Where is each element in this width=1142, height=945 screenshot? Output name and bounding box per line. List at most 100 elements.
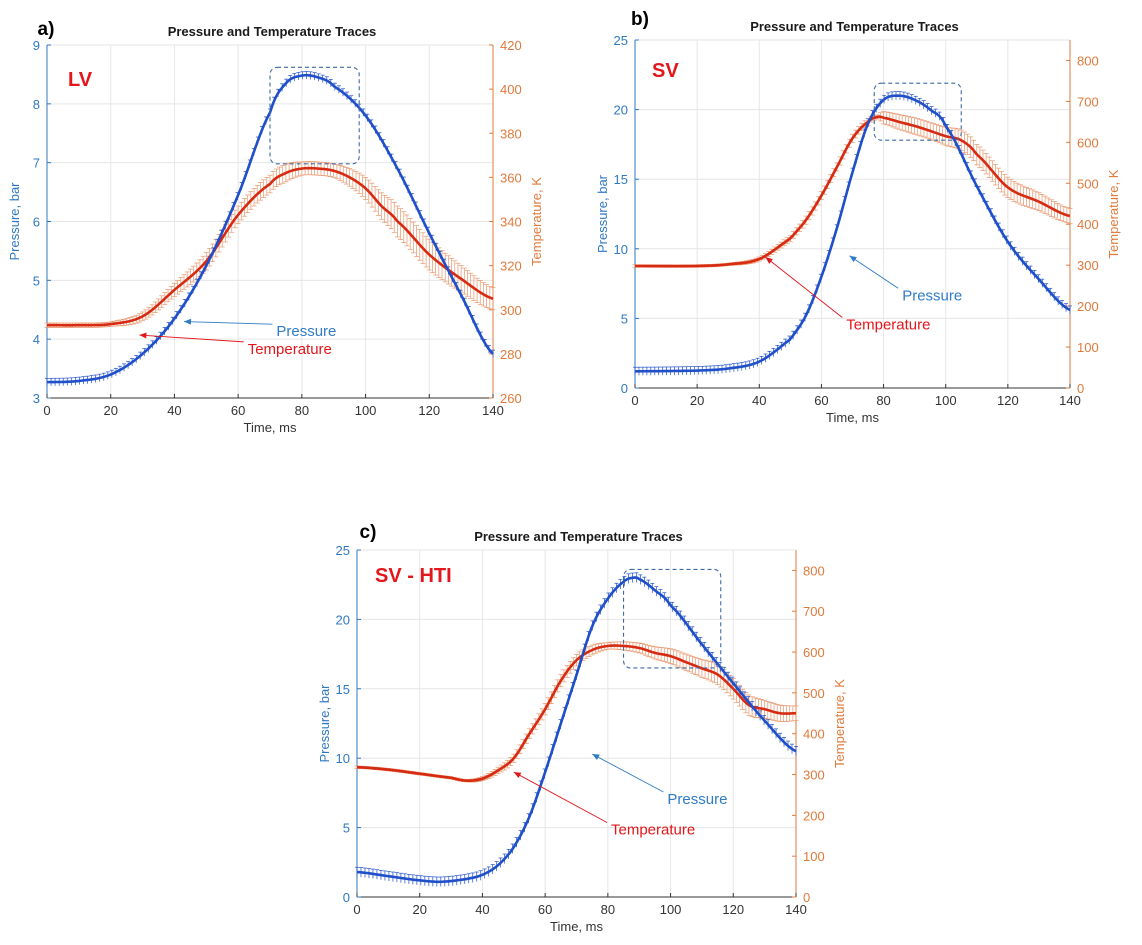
y-right-tick-label: 320	[500, 259, 522, 274]
pressure-annotation-arrowhead	[849, 255, 857, 263]
y-axis-right-label: Temperature, K	[529, 177, 544, 266]
pressure-annotation-label: Pressure	[902, 287, 962, 304]
x-tick-label: 0	[631, 393, 638, 408]
x-tick-label: 140	[1059, 393, 1081, 408]
temperature-annotation-arrowhead	[765, 257, 773, 264]
pressure-annotation-arrowhead	[183, 318, 192, 325]
y-right-tick-label: 380	[500, 126, 522, 141]
y-right-tick-label: 400	[500, 82, 522, 97]
y-right-tick-label: 400	[803, 727, 825, 742]
pressure-series-line	[356, 576, 797, 884]
x-tick-label: 120	[997, 393, 1019, 408]
temperature-annotation-label: Temperature	[846, 317, 930, 334]
y-right-tick-label: 600	[803, 645, 825, 660]
y-right-tick-label: 400	[1077, 217, 1099, 232]
x-tick-label: 60	[231, 403, 245, 418]
y-left-tick-label: 25	[336, 543, 350, 558]
y-right-tick-label: 800	[1077, 53, 1099, 68]
y-right-tick-label: 600	[1077, 135, 1099, 150]
y-right-tick-label: 340	[500, 215, 522, 230]
x-axis-label: Time, ms	[826, 410, 879, 425]
y-right-tick-label: 0	[803, 890, 810, 905]
y-left-tick-label: 9	[33, 38, 40, 53]
y-right-tick-label: 0	[1077, 381, 1084, 396]
plot-area	[357, 550, 796, 897]
panel-letter: a)	[38, 19, 55, 40]
x-tick-label: 80	[876, 393, 890, 408]
pressure-annotation-label: Pressure	[276, 323, 336, 340]
y-axis-left-label: Pressure, bar	[317, 684, 332, 763]
x-axis-label: Time, ms	[550, 919, 603, 934]
x-axis-label: Time, ms	[244, 420, 297, 435]
y-left-tick-label: 10	[336, 751, 350, 766]
y-left-tick-label: 5	[33, 273, 40, 288]
x-tick-label: 60	[538, 902, 552, 917]
y-axis-left-label: Pressure, bar	[7, 182, 22, 261]
temperature-series-line	[635, 115, 1071, 268]
x-tick-label: 140	[482, 403, 504, 418]
pressure-annotation-arrow	[849, 255, 899, 289]
y-right-tick-label: 700	[803, 604, 825, 619]
y-left-tick-label: 3	[33, 391, 40, 406]
x-tick-label: 0	[353, 902, 360, 917]
y-right-tick-label: 500	[803, 686, 825, 701]
y-left-tick-label: 6	[33, 215, 40, 230]
x-tick-label: 20	[412, 902, 426, 917]
x-tick-label: 60	[814, 393, 828, 408]
pressure-annotation-label: Pressure	[667, 791, 727, 808]
y-right-tick-label: 100	[1077, 340, 1099, 355]
condition-tag: SV - HTI	[375, 565, 452, 587]
y-left-tick-label: 15	[336, 682, 350, 697]
x-tick-label: 80	[295, 403, 309, 418]
y-right-tick-label: 300	[803, 768, 825, 783]
y-right-tick-label: 800	[803, 563, 825, 578]
x-tick-label: 140	[785, 902, 807, 917]
y-left-tick-label: 0	[343, 890, 350, 905]
y-axis-right-label: Temperature, K	[1106, 169, 1121, 258]
x-tick-label: 20	[690, 393, 704, 408]
pressure-annotation-arrow	[591, 753, 664, 793]
y-left-tick-label: 15	[614, 172, 628, 187]
y-right-tick-label: 500	[1077, 176, 1099, 191]
y-left-tick-label: 7	[33, 156, 40, 171]
y-right-tick-label: 200	[803, 808, 825, 823]
x-tick-label: 100	[935, 393, 957, 408]
y-left-tick-label: 5	[343, 821, 350, 836]
pressure-annotation-arrow	[183, 321, 273, 325]
y-left-tick-label: 25	[614, 33, 628, 48]
x-tick-label: 100	[355, 403, 377, 418]
y-left-tick-label: 20	[614, 103, 628, 118]
y-left-tick-label: 8	[33, 97, 40, 112]
y-left-tick-label: 10	[614, 242, 628, 257]
y-right-tick-label: 700	[1077, 94, 1099, 109]
condition-tag: SV	[652, 60, 679, 82]
y-right-tick-label: 200	[1077, 299, 1099, 314]
x-tick-label: 0	[43, 403, 50, 418]
chart-title: Pressure and Temperature Traces	[168, 24, 377, 39]
x-tick-label: 80	[601, 902, 615, 917]
pressure-series-line	[634, 94, 1071, 373]
y-left-tick-label: 5	[621, 311, 628, 326]
x-tick-label: 120	[418, 403, 440, 418]
y-right-tick-label: 260	[500, 391, 522, 406]
x-tick-label: 20	[103, 403, 117, 418]
chart-title: Pressure and Temperature Traces	[474, 529, 683, 544]
y-right-tick-label: 300	[1077, 258, 1099, 273]
peak-highlight-box	[269, 66, 360, 165]
chart-panel-a: 0 20 40 60 80 100 120 140 3 4 5 6 7 8 9 260 280 300 320 340…	[7, 19, 544, 435]
plot-area	[635, 40, 1070, 388]
y-left-tick-label: 4	[33, 332, 40, 347]
y-left-tick-label: 0	[621, 381, 628, 396]
x-tick-label: 40	[752, 393, 766, 408]
temperature-annotation-label: Temperature	[248, 341, 332, 358]
temperature-series-line	[46, 166, 494, 327]
x-tick-label: 40	[475, 902, 489, 917]
temperature-annotation-arrowhead	[513, 772, 522, 779]
temperature-annotation-arrow	[139, 334, 244, 343]
y-axis-left-label: Pressure, bar	[595, 174, 610, 253]
y-right-tick-label: 300	[500, 303, 522, 318]
y-right-tick-label: 360	[500, 170, 522, 185]
y-right-tick-label: 420	[500, 38, 522, 53]
peak-highlight-box	[873, 82, 962, 141]
